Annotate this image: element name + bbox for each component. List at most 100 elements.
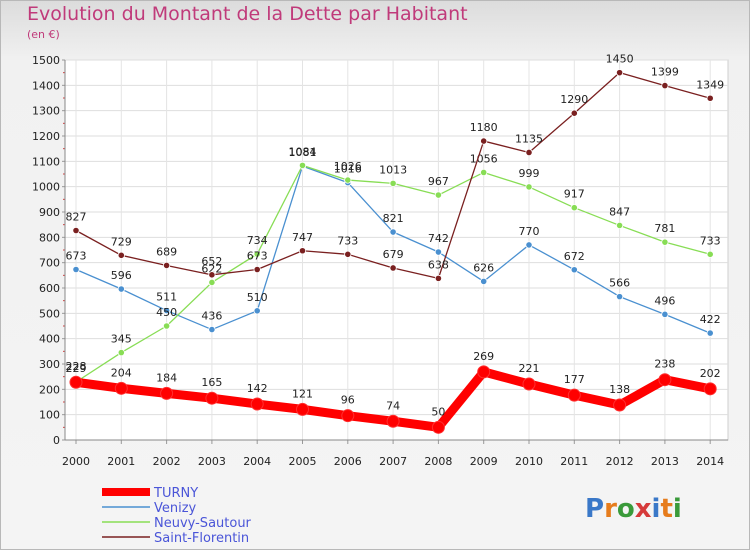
- legend-label: Neuvy-Sautour: [154, 516, 252, 531]
- legend-label: Venizy: [154, 501, 197, 516]
- data-label: 96: [341, 394, 355, 407]
- data-label: 422: [700, 313, 721, 326]
- data-label: 436: [201, 310, 222, 323]
- data-point: [615, 69, 624, 77]
- data-label: 184: [156, 371, 177, 384]
- data-label: 729: [111, 235, 132, 248]
- data-label: 652: [201, 255, 222, 268]
- data-point: [703, 382, 717, 396]
- data-label: 50: [431, 405, 445, 418]
- x-tick-label: 2010: [515, 455, 543, 468]
- data-label: 626: [473, 261, 494, 274]
- data-point: [344, 176, 352, 184]
- data-label: 1349: [696, 78, 724, 91]
- x-tick-label: 2013: [651, 455, 679, 468]
- data-label: 827: [66, 210, 87, 223]
- data-point: [522, 377, 536, 391]
- y-tick-label: 1000: [32, 181, 60, 194]
- data-point: [434, 191, 442, 199]
- data-point: [661, 310, 669, 318]
- proxiti-logo: Proxiti: [585, 494, 682, 524]
- data-point: [570, 266, 578, 274]
- data-point: [160, 386, 174, 400]
- data-point: [389, 179, 397, 187]
- y-tick-label: 900: [39, 206, 60, 219]
- y-tick-label: 1100: [32, 155, 60, 168]
- data-point: [341, 409, 355, 423]
- data-label: 74: [386, 399, 400, 412]
- data-point: [298, 161, 307, 169]
- x-tick-label: 2006: [334, 455, 362, 468]
- data-label: 229: [66, 362, 87, 375]
- data-point: [525, 241, 533, 249]
- data-label: 689: [156, 245, 177, 258]
- data-label: 847: [609, 205, 630, 218]
- x-tick-label: 2002: [153, 455, 181, 468]
- legend-label: Saint-Florentin: [154, 531, 249, 546]
- data-point: [386, 414, 400, 428]
- data-label: 202: [700, 367, 721, 380]
- y-tick-label: 1300: [32, 105, 60, 118]
- data-point: [658, 373, 672, 387]
- data-label: 781: [654, 222, 675, 235]
- y-tick-label: 500: [39, 307, 60, 320]
- data-label: 622: [201, 262, 222, 275]
- x-tick-label: 2007: [379, 455, 407, 468]
- data-point: [208, 325, 216, 334]
- chart-title: Evolution du Montant de la Dette par Hab…: [27, 3, 468, 25]
- y-tick-label: 300: [39, 358, 60, 371]
- data-label: 1135: [515, 132, 543, 145]
- data-point: [389, 228, 397, 236]
- data-point: [613, 398, 627, 412]
- data-label: 734: [247, 234, 268, 247]
- y-tick-label: 1400: [32, 79, 60, 92]
- data-label: 733: [337, 234, 358, 247]
- data-point: [298, 247, 307, 255]
- data-label: 679: [383, 248, 404, 261]
- data-label: 733: [700, 234, 721, 247]
- data-label: 177: [564, 373, 585, 386]
- data-point: [253, 265, 261, 274]
- data-label: 165: [201, 376, 222, 389]
- data-label: 1081: [289, 146, 317, 159]
- data-point: [525, 183, 533, 191]
- data-point: [434, 248, 442, 256]
- data-label: 673: [247, 250, 268, 263]
- data-point: [706, 94, 714, 102]
- data-point: [480, 277, 488, 286]
- data-label: 345: [111, 333, 132, 346]
- data-point: [431, 420, 445, 434]
- data-label: 511: [156, 291, 177, 304]
- data-point: [163, 261, 171, 270]
- data-point: [253, 307, 261, 315]
- data-point: [615, 221, 624, 230]
- x-tick-label: 2012: [606, 455, 634, 468]
- plot-area: [64, 59, 729, 441]
- data-label: 917: [564, 188, 585, 201]
- data-label: 821: [383, 212, 404, 225]
- data-label: 673: [66, 250, 87, 263]
- data-label: 638: [428, 258, 449, 271]
- x-tick-label: 2014: [696, 455, 724, 468]
- data-label: 999: [519, 167, 540, 180]
- x-tick-label: 2000: [62, 455, 90, 468]
- data-point: [615, 293, 624, 301]
- data-label: 1016: [334, 163, 362, 176]
- data-point: [434, 274, 442, 282]
- data-point: [480, 168, 488, 177]
- x-tick-label: 2003: [198, 455, 226, 468]
- data-label: 496: [654, 294, 675, 307]
- x-tick-label: 2011: [560, 455, 588, 468]
- data-point: [661, 81, 669, 90]
- data-label: 1013: [379, 163, 407, 176]
- y-tick-label: 100: [39, 409, 60, 422]
- data-point: [208, 271, 216, 279]
- data-point: [296, 402, 309, 416]
- data-label: 1056: [470, 152, 498, 165]
- data-point: [117, 251, 125, 259]
- data-label: 1026: [334, 160, 362, 173]
- data-label: 510: [247, 291, 268, 304]
- y-tick-label: 1200: [32, 130, 60, 143]
- data-label: 596: [111, 269, 132, 282]
